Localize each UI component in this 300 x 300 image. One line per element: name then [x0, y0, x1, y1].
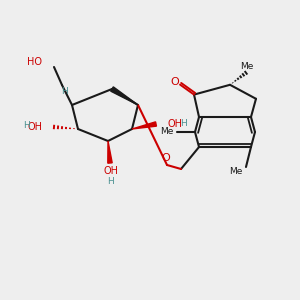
Polygon shape	[108, 141, 112, 163]
Text: Me: Me	[229, 167, 243, 176]
Text: Me: Me	[160, 128, 174, 136]
Text: Me: Me	[240, 62, 254, 71]
Text: OH: OH	[28, 122, 43, 132]
Text: H: H	[180, 118, 187, 127]
Text: H: H	[23, 122, 30, 130]
Text: H: H	[106, 178, 113, 187]
Text: O: O	[171, 76, 179, 87]
Polygon shape	[111, 87, 138, 105]
Text: OH: OH	[167, 119, 182, 129]
Text: HO: HO	[27, 57, 42, 67]
Polygon shape	[132, 122, 156, 129]
Text: OH: OH	[103, 166, 118, 176]
Text: H: H	[61, 86, 68, 95]
Text: O: O	[162, 153, 170, 163]
